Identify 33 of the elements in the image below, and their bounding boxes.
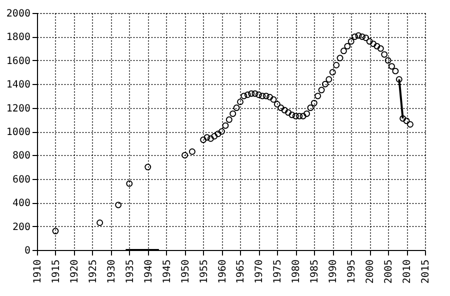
x-tick-label: 1955	[198, 260, 210, 284]
x-tick-label: 2010	[402, 260, 414, 284]
y-tick-label: 1400	[6, 80, 30, 91]
x-tick-label: 1925	[88, 260, 99, 284]
x-tick-label: 2000	[365, 260, 376, 284]
x-tick-label: 1960	[217, 260, 228, 284]
y-tick-label: 1800	[6, 32, 30, 44]
x-tick-label: 1950	[180, 260, 192, 284]
x-tick-label: 1910	[32, 260, 44, 284]
x-tick-label: 1985	[310, 260, 321, 284]
y-tick-label: 1600	[6, 56, 30, 67]
y-tick-label: 200	[12, 222, 30, 233]
x-tick-label: 1980	[291, 260, 302, 284]
y-tick-label: 0	[24, 246, 30, 256]
x-tick-label: 1945	[162, 260, 173, 284]
x-tick-label: 1940	[143, 260, 154, 284]
x-tick-label: 1935	[124, 260, 136, 284]
y-tick-label: 400	[12, 198, 30, 210]
x-tick-label: 1975	[272, 260, 284, 284]
x-tick-label: 1930	[106, 260, 118, 284]
x-tick-label: 2005	[384, 260, 395, 284]
x-tick-label: 2015	[420, 260, 432, 284]
y-tick-label: 1200	[6, 103, 30, 114]
y-tick-label: 800	[12, 150, 30, 162]
x-tick-label: 1915	[50, 260, 62, 284]
x-tick-label: 1920	[69, 260, 80, 284]
x-tick-label: 1970	[254, 260, 266, 284]
y-tick-label: 600	[12, 174, 30, 186]
y-tick-label: 1000	[6, 127, 30, 138]
x-tick-label: 1965	[236, 260, 247, 284]
x-tick-label: 1990	[328, 260, 340, 284]
y-tick-label: 2000	[6, 8, 30, 20]
x-tick-label: 1995	[346, 260, 358, 284]
